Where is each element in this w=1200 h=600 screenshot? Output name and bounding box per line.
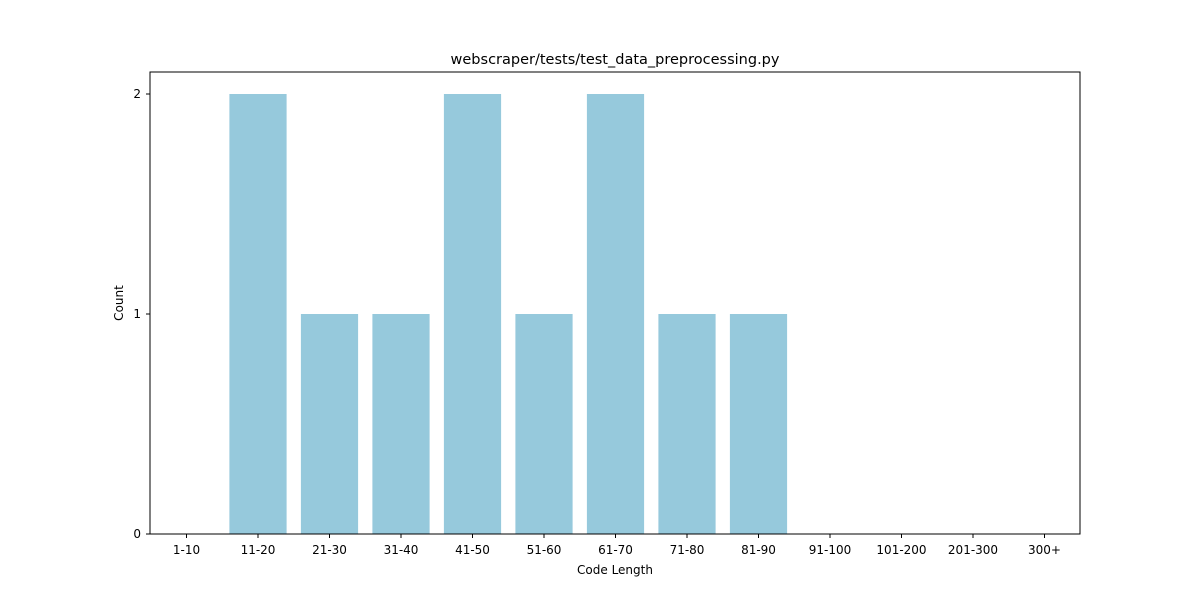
x-tick-label: 41-50: [455, 543, 490, 557]
x-tick-label: 101-200: [876, 543, 926, 557]
x-axis-label: Code Length: [577, 563, 653, 577]
y-axis-label: Count: [112, 285, 126, 321]
bar-61-70: [586, 94, 645, 534]
bar-81-90: [729, 314, 788, 534]
bar-31-40: [372, 314, 430, 534]
y-tick-label: 2: [133, 87, 141, 101]
bar-71-80: [658, 314, 716, 534]
bar-41-50: [443, 94, 502, 534]
y-tick-label: 0: [133, 527, 141, 541]
y-tick-label: 1: [133, 307, 141, 321]
x-tick-label: 300+: [1028, 543, 1061, 557]
bar-21-30: [300, 314, 359, 534]
x-tick-label: 21-30: [312, 543, 347, 557]
x-tick-label: 81-90: [741, 543, 776, 557]
bars-group: [229, 94, 788, 534]
bar-51-60: [515, 314, 573, 534]
x-tick-label: 1-10: [173, 543, 200, 557]
x-tick-label: 201-300: [948, 543, 998, 557]
x-tick-label: 11-20: [241, 543, 276, 557]
x-tick-label: 91-100: [809, 543, 852, 557]
chart-title: webscraper/tests/test_data_preprocessing…: [451, 52, 780, 68]
y-axis: 0 1 2: [133, 87, 150, 541]
x-axis: 1-10 11-20 21-30 31-40 41-50 51-60 61-70 71-80 8…: [173, 534, 1061, 557]
x-tick-label: 51-60: [527, 543, 562, 557]
x-tick-label: 71-80: [670, 543, 705, 557]
bar-11-20: [229, 94, 287, 534]
x-tick-label: 61-70: [598, 543, 633, 557]
x-tick-label: 31-40: [384, 543, 419, 557]
